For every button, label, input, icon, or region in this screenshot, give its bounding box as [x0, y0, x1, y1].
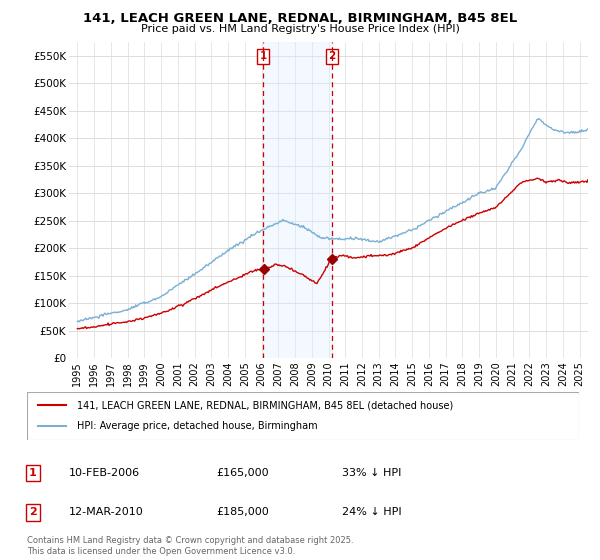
- Text: 1: 1: [29, 468, 37, 478]
- Text: 24% ↓ HPI: 24% ↓ HPI: [342, 507, 401, 517]
- Text: 2: 2: [29, 507, 37, 517]
- Text: 2: 2: [328, 51, 335, 61]
- Text: £185,000: £185,000: [216, 507, 269, 517]
- Text: Contains HM Land Registry data © Crown copyright and database right 2025.
This d: Contains HM Land Registry data © Crown c…: [27, 536, 353, 556]
- Text: 12-MAR-2010: 12-MAR-2010: [69, 507, 144, 517]
- Bar: [263, 42, 332, 358]
- Text: 141, LEACH GREEN LANE, REDNAL, BIRMINGHAM, B45 8EL: 141, LEACH GREEN LANE, REDNAL, BIRMINGHA…: [83, 12, 517, 25]
- Text: £165,000: £165,000: [216, 468, 269, 478]
- Text: Price paid vs. HM Land Registry's House Price Index (HPI): Price paid vs. HM Land Registry's House …: [140, 24, 460, 34]
- Text: 1: 1: [260, 51, 267, 61]
- Text: HPI: Average price, detached house, Birmingham: HPI: Average price, detached house, Birm…: [77, 421, 317, 431]
- Text: 10-FEB-2006: 10-FEB-2006: [69, 468, 140, 478]
- Text: 141, LEACH GREEN LANE, REDNAL, BIRMINGHAM, B45 8EL (detached house): 141, LEACH GREEN LANE, REDNAL, BIRMINGHA…: [77, 400, 453, 410]
- Text: 33% ↓ HPI: 33% ↓ HPI: [342, 468, 401, 478]
